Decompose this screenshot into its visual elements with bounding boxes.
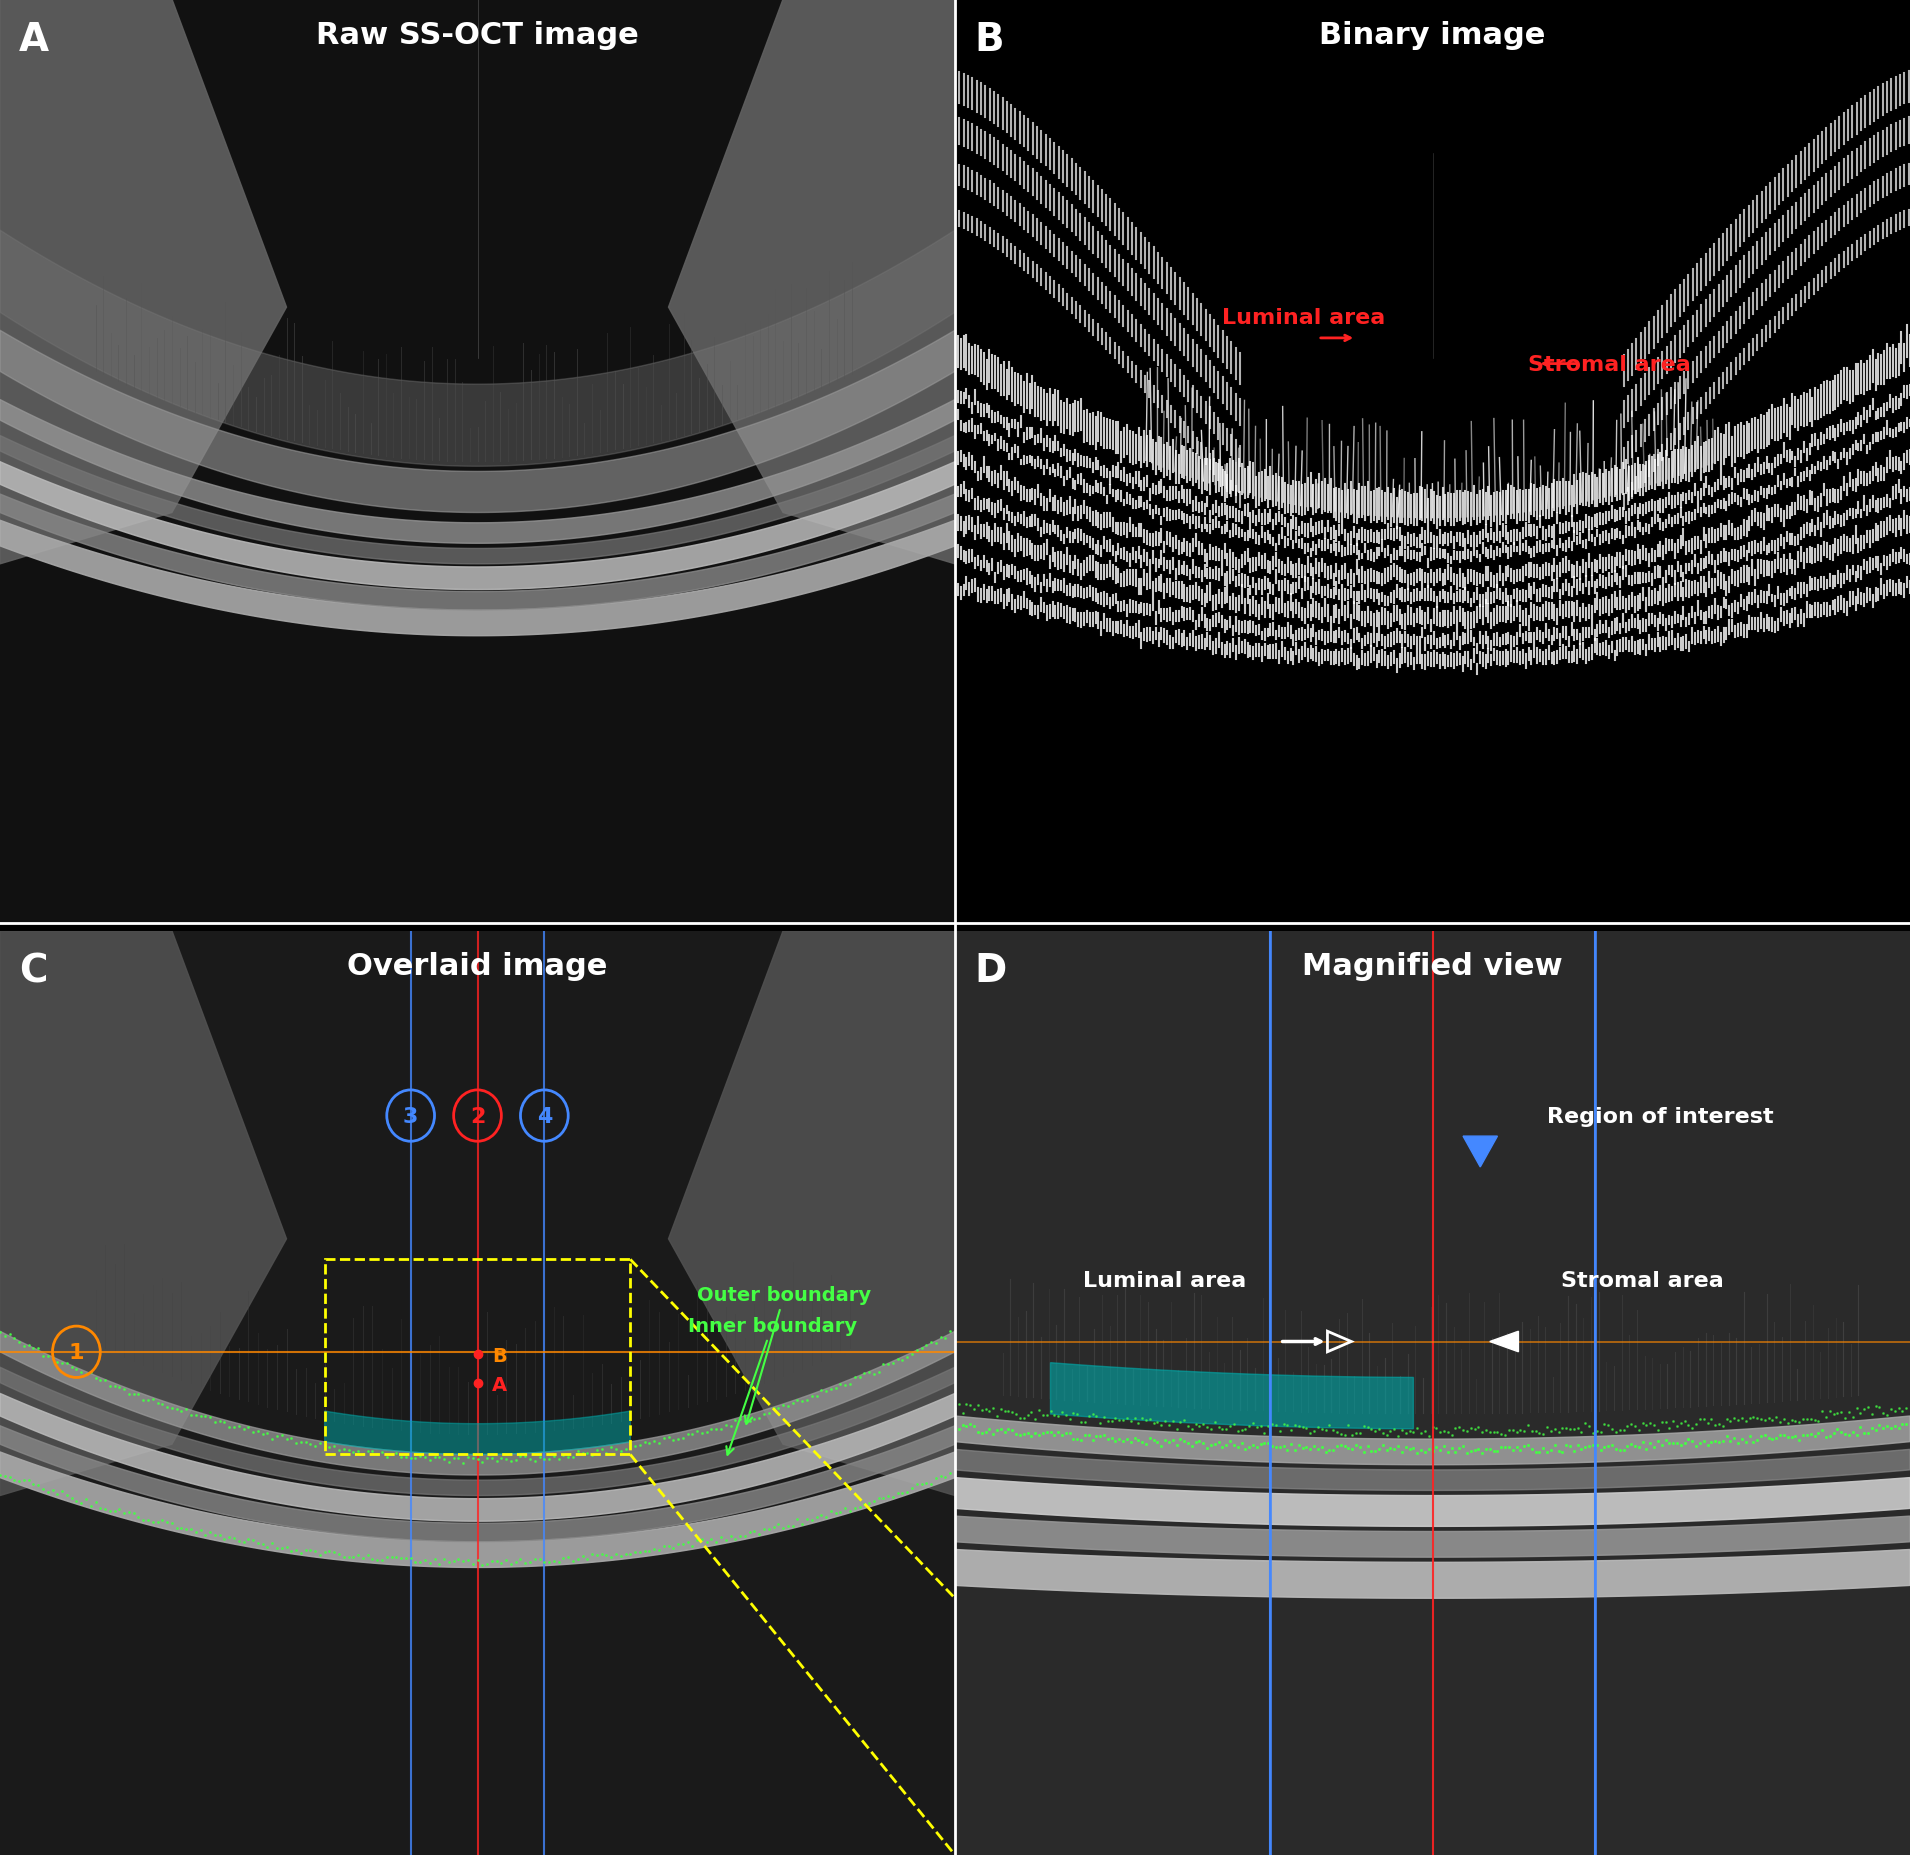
Polygon shape	[955, 1549, 1910, 1599]
Polygon shape	[0, 462, 955, 590]
Polygon shape	[0, 931, 286, 1495]
Polygon shape	[955, 1415, 1910, 1465]
Polygon shape	[0, 1393, 955, 1521]
Polygon shape	[325, 1412, 630, 1454]
Bar	[325, 1260, 630, 1454]
Polygon shape	[0, 330, 955, 514]
Polygon shape	[0, 521, 955, 636]
Text: B: B	[493, 1347, 506, 1365]
Text: 2: 2	[470, 1106, 485, 1126]
Text: A: A	[493, 1375, 506, 1395]
Text: Inner boundary: Inner boundary	[688, 1317, 858, 1454]
Text: Stromal area: Stromal area	[1528, 354, 1690, 375]
Text: Luminal area: Luminal area	[1083, 1271, 1247, 1291]
Polygon shape	[955, 1478, 1910, 1527]
Polygon shape	[955, 1449, 1910, 1491]
Polygon shape	[955, 1516, 1910, 1558]
Text: 4: 4	[537, 1106, 552, 1126]
Polygon shape	[1050, 1363, 1413, 1428]
Text: D: D	[974, 952, 1007, 991]
Polygon shape	[0, 436, 955, 564]
Polygon shape	[668, 0, 955, 564]
Polygon shape	[1490, 1332, 1518, 1352]
Text: A: A	[19, 20, 50, 59]
Polygon shape	[0, 0, 286, 564]
Text: Region of interest: Region of interest	[1547, 1106, 1774, 1126]
Polygon shape	[668, 931, 955, 1495]
Text: 1: 1	[69, 1341, 84, 1362]
Polygon shape	[0, 1452, 955, 1567]
Polygon shape	[0, 1332, 955, 1475]
Text: C: C	[19, 952, 48, 991]
Polygon shape	[0, 495, 955, 610]
Text: Raw SS-OCT image: Raw SS-OCT image	[317, 20, 638, 50]
Polygon shape	[0, 1426, 955, 1542]
Text: Magnified view: Magnified view	[1303, 952, 1562, 981]
Text: B: B	[974, 20, 1005, 59]
Text: 3: 3	[403, 1106, 418, 1126]
Polygon shape	[0, 1367, 955, 1495]
Polygon shape	[1463, 1137, 1497, 1167]
Polygon shape	[0, 230, 955, 467]
Text: Stromal area: Stromal area	[1560, 1271, 1725, 1291]
Text: Overlaid image: Overlaid image	[348, 952, 607, 981]
Polygon shape	[0, 401, 955, 544]
Text: Luminal area: Luminal area	[1222, 308, 1385, 328]
Text: Binary image: Binary image	[1320, 20, 1545, 50]
Text: Outer boundary: Outer boundary	[697, 1286, 871, 1425]
